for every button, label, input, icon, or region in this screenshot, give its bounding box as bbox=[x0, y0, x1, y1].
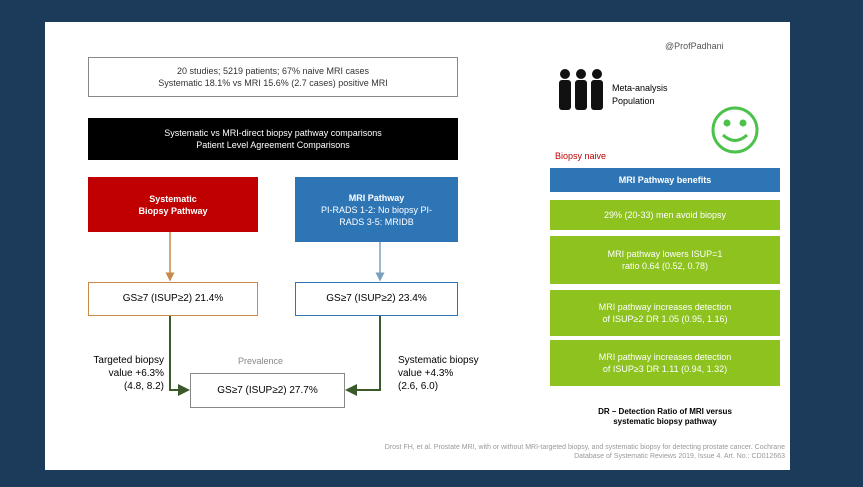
systematic-result: GS≥7 (ISUP≥2) 21.4% bbox=[88, 282, 258, 316]
prevalence-result: GS≥7 (ISUP≥2) 27.7% bbox=[190, 373, 345, 408]
people-icon bbox=[559, 69, 603, 110]
benefit-box: 29% (20-33) men avoid biopsy bbox=[550, 200, 780, 230]
benefits-title: MRI Pathway benefits bbox=[550, 168, 780, 192]
slide: @ProfPadhani 20 studies; 5219 patients; … bbox=[45, 22, 790, 470]
mri-pathway: MRI Pathway PI-RADS 1-2: No biopsy PI- RAD… bbox=[295, 177, 458, 242]
benefit-box: MRI pathway increases detection of ISUP≥3… bbox=[550, 340, 780, 386]
benefit-box: MRI pathway increases detection of ISUP≥2… bbox=[550, 290, 780, 336]
arrow bbox=[345, 316, 381, 396]
summary-box: 20 studies; 5219 patients; 67% naive MRI… bbox=[88, 57, 458, 97]
comparison-box: Systematic vs MRI-direct biopsy pathway … bbox=[88, 118, 458, 160]
biopsy-naive: Biopsy naive bbox=[555, 151, 607, 161]
citation: Drost FH, et al. Prostate MRI, with or w… bbox=[384, 444, 785, 460]
handle: @ProfPadhani bbox=[665, 41, 724, 51]
systematic-value: Systematic biopsy value +4.3% (2.6, 6.0) bbox=[398, 355, 479, 392]
systematic-pathway: Systematic Biopsy Pathway bbox=[88, 177, 258, 232]
mri-result: GS≥7 (ISUP≥2) 23.4% bbox=[295, 282, 458, 316]
population: Meta-analysis Population bbox=[612, 83, 668, 106]
smiley bbox=[711, 106, 759, 154]
benefit-box: MRI pathway lowers ISUP=1 ratio 0.64 (0.5… bbox=[550, 236, 780, 284]
targeted-value: Targeted biopsy value +6.3% (4.8, 8.2) bbox=[93, 355, 164, 392]
dr-note: DR – Detection Ratio of MRI versus system… bbox=[598, 407, 732, 426]
connectors bbox=[165, 69, 759, 396]
prevalence-label: Prevalence bbox=[238, 356, 284, 366]
arrow bbox=[169, 316, 190, 396]
